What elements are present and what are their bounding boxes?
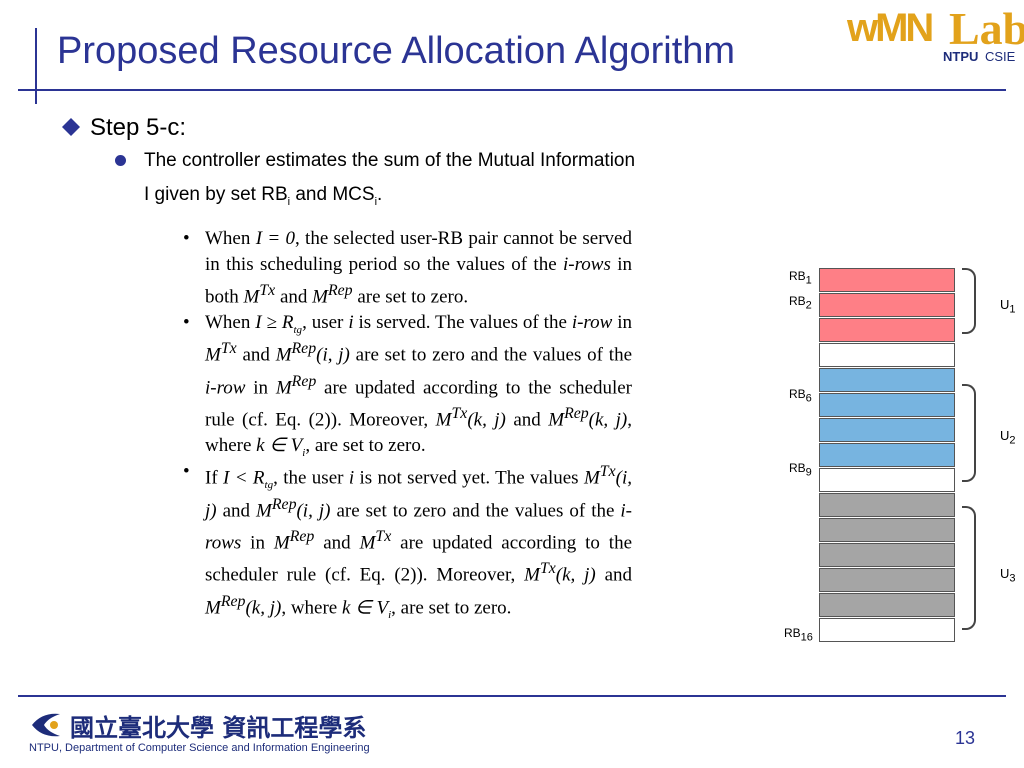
page-number: 13: [955, 728, 976, 748]
rb-label: RB9: [789, 461, 812, 479]
resource-block: [819, 268, 955, 292]
paper-item: • When I ≥ Rtg, user i is served. The val…: [183, 312, 632, 460]
logo-ntpu-text: NTPU: [943, 49, 979, 64]
resource-block: [819, 368, 955, 392]
user-group-brace: [962, 506, 976, 630]
step-description-line-2: I given by set RBi and MCSi.: [144, 184, 383, 208]
resource-block: [819, 618, 955, 642]
slide-title: Proposed Resource Allocation Algorithm: [57, 30, 736, 72]
wmnlab-logo: wMN Lab NTPU CSIE: [845, 3, 1024, 66]
footer-chinese-name: 國立臺北大學 資訊工程學系: [70, 714, 367, 742]
logo-wmn-text: wMN: [847, 6, 934, 50]
resource-block: [819, 443, 955, 467]
resource-block: [819, 293, 955, 317]
resource-block: [819, 343, 955, 367]
rb-label: RB6: [789, 387, 812, 405]
rb-label: RB1: [789, 269, 812, 287]
user-group-brace: [962, 384, 976, 482]
user-group-brace: [962, 268, 976, 334]
footer-english-name: NTPU, Department of Computer Science and…: [29, 742, 370, 754]
user-label: U3: [1000, 566, 1016, 585]
resource-block: [819, 518, 955, 542]
user-label: U1: [1000, 297, 1016, 316]
paper-item: • When I = 0, the selected user-RB pair c…: [183, 228, 632, 308]
footer-divider: [18, 695, 1006, 697]
ntpu-footer-logo: 國立臺北大學 資訊工程學系 NTPU, Department of Comput…: [20, 708, 400, 760]
rb-label: RB2: [789, 294, 812, 312]
rb-label: RB16: [784, 626, 813, 644]
logo-csie-text: CSIE: [985, 49, 1016, 64]
paper-item: • If I < Rtg, the user i is not served ye…: [183, 461, 633, 621]
resource-block: [819, 318, 955, 342]
resource-block: [819, 593, 955, 617]
round-bullet-icon: [115, 155, 126, 166]
resource-block: [819, 393, 955, 417]
ntpu-emblem-icon: [32, 713, 60, 737]
step-label: Step 5-c:: [90, 114, 187, 141]
resource-block: [819, 543, 955, 567]
paper-excerpt: • When I = 0, the selected user-RB pair c…: [180, 226, 632, 621]
user-label: U2: [1000, 428, 1016, 447]
header-divider: [18, 89, 1006, 91]
resource-block: [819, 418, 955, 442]
step-description-line-1: The controller estimates the sum of the …: [144, 150, 636, 171]
resource-block: [819, 493, 955, 517]
logo-lab-text: Lab: [949, 3, 1024, 54]
diamond-bullet-icon: [62, 118, 80, 136]
resource-block: [819, 568, 955, 592]
resource-block: [819, 468, 955, 492]
title-accent-vertical-line: [35, 28, 37, 104]
